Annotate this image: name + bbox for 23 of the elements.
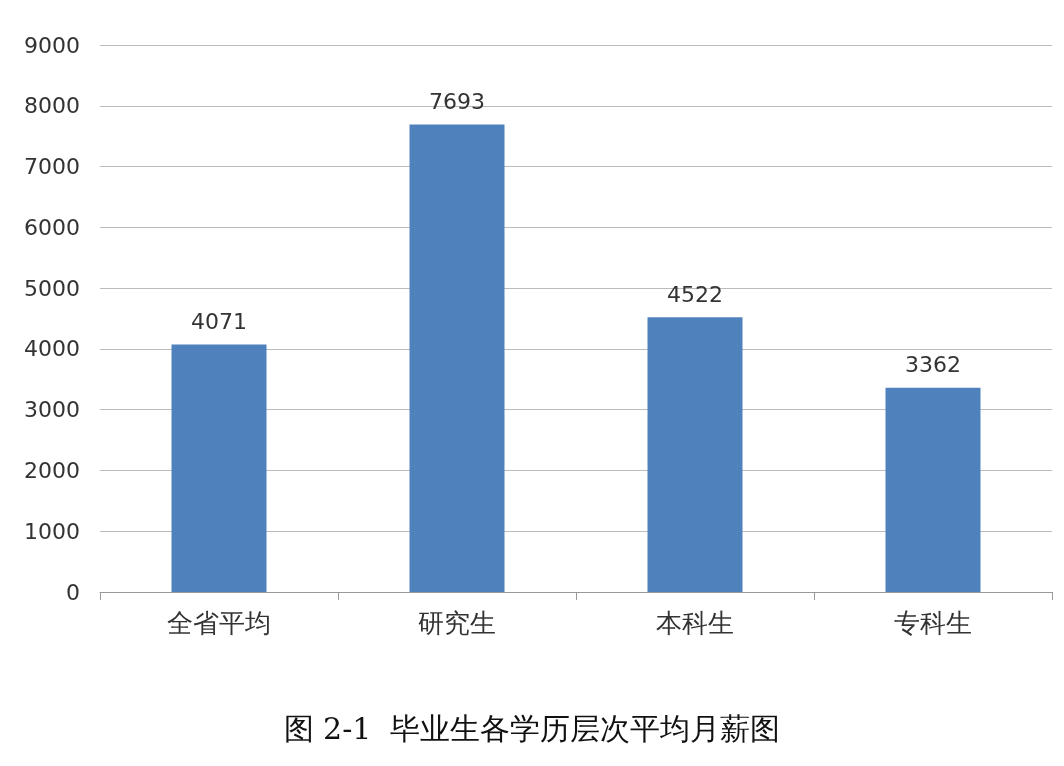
bar (409, 124, 505, 592)
y-tick-label: 9000 (24, 32, 80, 58)
y-tick-label: 3000 (24, 397, 80, 423)
y-tick-label: 0 (66, 579, 80, 605)
bar (885, 387, 981, 592)
y-tick-label: 7000 (24, 154, 80, 180)
y-tick-label: 2000 (24, 457, 80, 483)
bar (647, 317, 743, 592)
data-label: 3362 (905, 352, 961, 378)
x-tick-label: 本科生 (656, 608, 734, 638)
y-tick-label: 1000 (24, 518, 80, 544)
x-tick-label: 研究生 (418, 608, 496, 638)
bar (171, 344, 267, 592)
data-label: 4071 (191, 309, 247, 335)
y-tick-label: 5000 (24, 275, 80, 301)
data-label: 7693 (429, 88, 485, 114)
text: 图 2-1 毕业生各学历层次平均月薪图 (283, 710, 781, 746)
x-tick-label: 专科生 (894, 608, 972, 638)
data-label: 4522 (667, 281, 723, 307)
y-tick-label: 4000 (24, 336, 80, 362)
x-tick-label: 全省平均 (167, 608, 271, 638)
y-tick-label: 6000 (24, 214, 80, 240)
y-tick-label: 8000 (24, 93, 80, 119)
